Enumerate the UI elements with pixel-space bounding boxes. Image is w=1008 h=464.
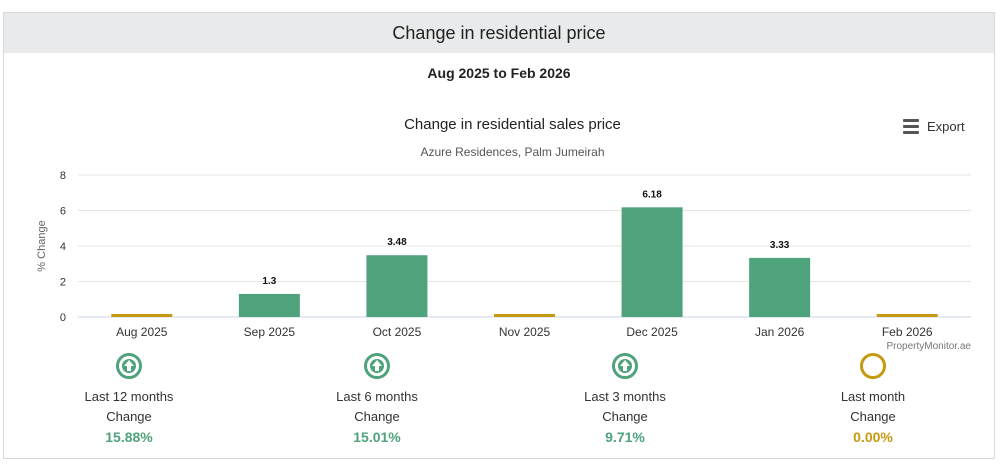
data-label: 3.48 <box>387 237 407 248</box>
chart-credits: PropertyMonitor.ae <box>887 341 972 352</box>
bar <box>749 257 811 317</box>
stat-period: Last month <box>840 389 906 404</box>
price-change-card: Change in residential price Aug 2025 to … <box>3 12 995 459</box>
x-tick-label: Aug 2025 <box>116 325 168 339</box>
x-tick-label: Nov 2025 <box>499 325 551 339</box>
stat-value: 0.00% <box>853 429 893 445</box>
chart-subtitle: Azure Residences, Palm Jumeirah <box>420 145 604 159</box>
export-button[interactable]: Export <box>903 119 965 134</box>
stats-row: Last 12 months Change 15.88% Last 6 mont… <box>4 353 996 463</box>
x-tick-label: Jan 2026 <box>755 325 805 339</box>
stat-caption: Change <box>106 409 152 424</box>
stat-value: 15.88% <box>105 429 153 445</box>
data-label: 1.3 <box>262 276 276 287</box>
x-tick-label: Feb 2026 <box>882 325 933 339</box>
bar <box>876 314 938 317</box>
stat-last-3-months: Last 3 months Change 9.71% <box>535 353 715 447</box>
stat-period: Last 6 months <box>336 389 418 404</box>
bar <box>621 207 683 317</box>
y-tick-label: 0 <box>60 312 66 324</box>
bar <box>111 314 173 317</box>
data-label: 3.33 <box>770 240 790 251</box>
x-tick-label: Dec 2025 <box>626 325 678 339</box>
x-tick-label: Sep 2025 <box>244 325 296 339</box>
stat-value: 15.01% <box>353 429 401 445</box>
stat-period: Last 12 months <box>84 389 174 404</box>
card-title: Change in residential price <box>4 13 994 53</box>
stat-caption: Change <box>850 409 896 424</box>
stat-last-month: Last month Change 0.00% <box>783 353 963 447</box>
period-label: Aug 2025 to Feb 2026 <box>427 65 571 81</box>
y-tick-label: 6 <box>60 206 66 218</box>
up-arrow-icon <box>364 353 390 379</box>
data-label: 6.18 <box>642 189 662 200</box>
up-arrow-icon <box>116 353 142 379</box>
stat-period: Last 3 months <box>584 389 666 404</box>
stat-last-12-months: Last 12 months Change 15.88% <box>39 353 219 447</box>
stat-caption: Change <box>602 409 648 424</box>
y-axis-label: % Change <box>36 220 48 271</box>
chart-title: Change in residential sales price <box>404 116 621 133</box>
ring-icon <box>860 353 886 379</box>
y-tick-label: 2 <box>60 277 66 289</box>
bar <box>494 314 555 317</box>
stat-last-6-months: Last 6 months Change 15.01% <box>287 353 467 447</box>
bar <box>238 293 300 317</box>
up-arrow-icon <box>612 353 638 379</box>
bar-chart: Change in residential sales price Azure R… <box>36 116 972 352</box>
stat-value: 9.71% <box>605 429 645 445</box>
bar <box>366 255 428 317</box>
y-tick-label: 8 <box>60 170 66 182</box>
x-tick-label: Oct 2025 <box>373 325 422 339</box>
stat-caption: Change <box>354 409 400 424</box>
export-label: Export <box>927 119 965 134</box>
y-tick-label: 4 <box>60 241 66 253</box>
menu-icon <box>903 119 919 134</box>
